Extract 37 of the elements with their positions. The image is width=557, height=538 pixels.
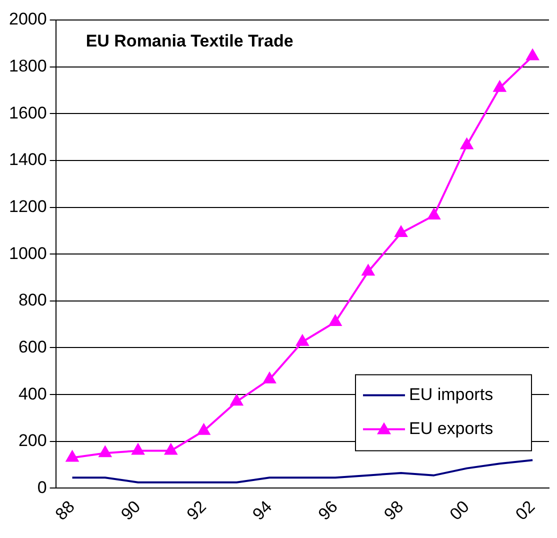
- legend-label: EU exports: [409, 418, 494, 438]
- point: [198, 424, 210, 435]
- point: [296, 334, 309, 346]
- point: [460, 138, 473, 150]
- point: [428, 208, 440, 220]
- x-tick-label: 88: [52, 497, 78, 524]
- y-tick-label: 200: [18, 431, 47, 450]
- point: [164, 444, 178, 455]
- x-tick-label: 96: [314, 497, 342, 524]
- y-tick-label: 1800: [8, 56, 47, 76]
- y-tick-label: 400: [18, 384, 47, 404]
- x-tick-label: 94: [248, 497, 276, 524]
- x-tick-label: 00: [446, 497, 473, 524]
- y-tick-label: 1000: [8, 244, 47, 263]
- point: [263, 372, 276, 384]
- y-tick-label: 600: [18, 337, 47, 356]
- point: [493, 80, 506, 92]
- x-tick-label: 90: [117, 497, 144, 524]
- point: [394, 226, 408, 238]
- y-tick-label: 1200: [8, 196, 47, 216]
- point: [230, 394, 243, 406]
- x-tick-label: 02: [512, 497, 539, 524]
- point: [362, 264, 374, 276]
- legend-label: EU imports: [409, 384, 494, 404]
- point: [66, 450, 78, 462]
- point: [526, 49, 539, 60]
- point: [329, 314, 342, 326]
- text: EU Romania Textile Trade: [86, 32, 294, 51]
- point: [132, 444, 144, 455]
- y-tick-label: 0: [37, 478, 47, 497]
- point: [98, 446, 112, 458]
- y-tick-label: 2000: [8, 10, 47, 29]
- x-tick-label: 98: [380, 497, 408, 524]
- y-tick-label: 1600: [8, 103, 47, 122]
- y-tick-label: 800: [18, 290, 47, 310]
- y-tick-label: 1400: [8, 150, 47, 170]
- x-tick-label: 92: [183, 497, 210, 524]
